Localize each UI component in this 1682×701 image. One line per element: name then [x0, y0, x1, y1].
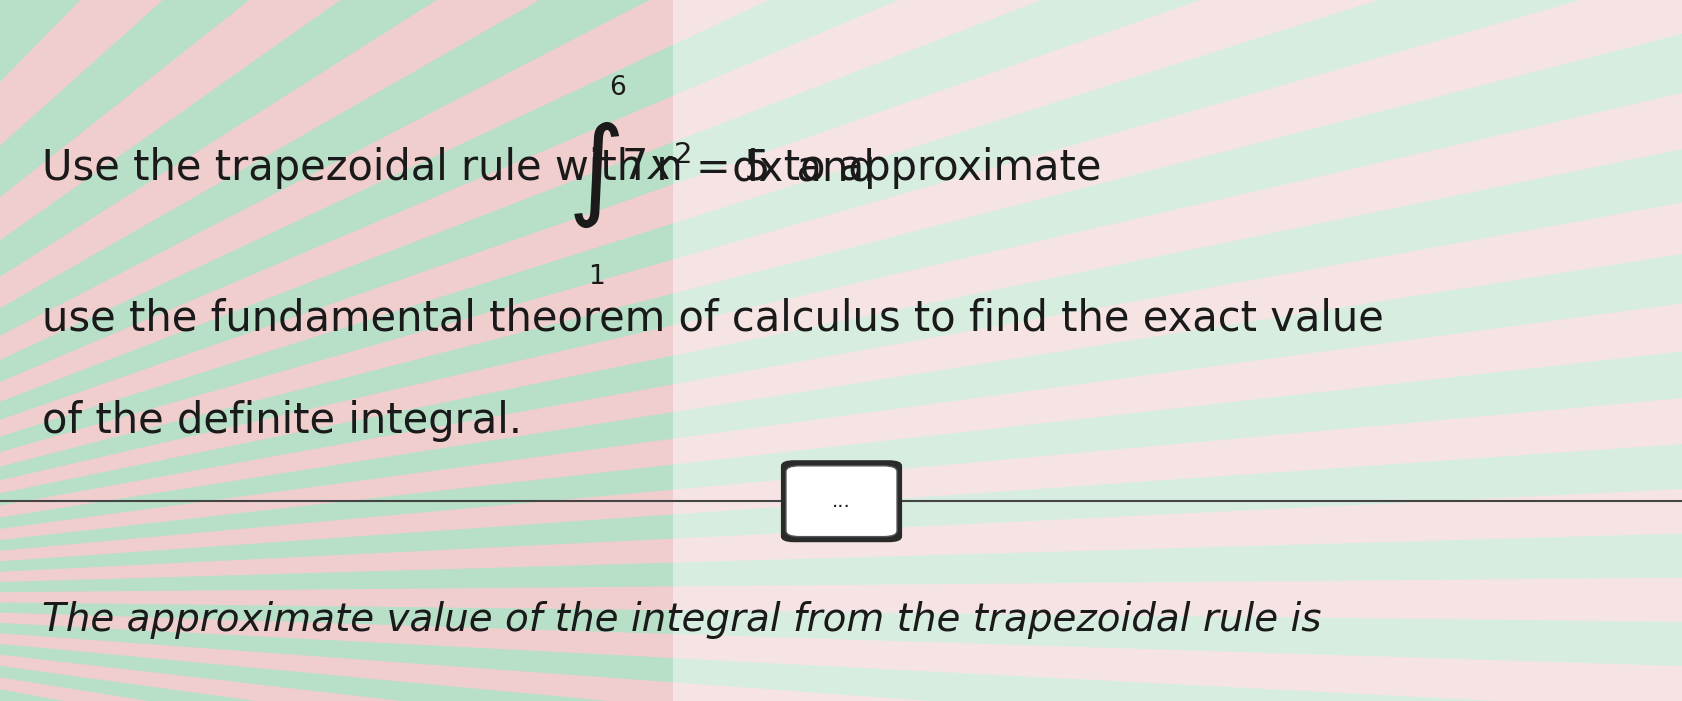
Text: use the fundamental theorem of calculus to find the exact value: use the fundamental theorem of calculus … [42, 298, 1383, 340]
Polygon shape [0, 0, 1682, 596]
Text: Use the trapezoidal rule with n = 5 to approximate: Use the trapezoidal rule with n = 5 to a… [42, 147, 1113, 189]
Polygon shape [0, 0, 1682, 596]
Text: of the definite integral.: of the definite integral. [42, 400, 521, 442]
Polygon shape [0, 0, 1682, 596]
Polygon shape [0, 0, 1682, 596]
Polygon shape [0, 0, 1682, 596]
Polygon shape [0, 596, 1682, 701]
Polygon shape [0, 596, 1682, 701]
Polygon shape [0, 50, 1682, 596]
Polygon shape [0, 0, 1682, 596]
Text: dx and: dx and [718, 147, 875, 189]
Polygon shape [0, 552, 1682, 654]
Polygon shape [0, 0, 1626, 596]
Polygon shape [0, 0, 1682, 596]
Polygon shape [0, 0, 1682, 596]
Text: The approximate value of the integral from the trapezoidal rule is: The approximate value of the integral fr… [42, 601, 1320, 639]
Polygon shape [0, 596, 1682, 701]
Polygon shape [0, 596, 1682, 701]
Polygon shape [0, 0, 1682, 596]
Text: $\int$: $\int$ [567, 120, 621, 231]
Polygon shape [0, 149, 1682, 596]
Polygon shape [0, 0, 1682, 596]
Polygon shape [0, 0, 1682, 596]
Polygon shape [0, 596, 1682, 701]
Polygon shape [0, 349, 1682, 596]
FancyBboxPatch shape [785, 466, 897, 537]
Polygon shape [0, 451, 1682, 596]
FancyBboxPatch shape [780, 460, 902, 543]
Polygon shape [0, 596, 1682, 701]
Text: $7x^2$: $7x^2$ [621, 147, 691, 189]
Polygon shape [0, 0, 1682, 596]
Text: ...: ... [831, 491, 851, 511]
Polygon shape [0, 0, 1682, 596]
Polygon shape [0, 596, 1682, 701]
Polygon shape [0, 0, 1682, 596]
Polygon shape [0, 0, 1403, 596]
Bar [673, 0, 1682, 701]
Text: 6: 6 [609, 74, 626, 101]
Polygon shape [0, 596, 1682, 701]
Polygon shape [0, 596, 1682, 701]
Polygon shape [0, 0, 1682, 596]
Polygon shape [0, 0, 1682, 596]
Polygon shape [0, 0, 1682, 596]
Polygon shape [0, 248, 1682, 596]
Text: 1: 1 [589, 264, 604, 290]
Polygon shape [0, 0, 1682, 596]
